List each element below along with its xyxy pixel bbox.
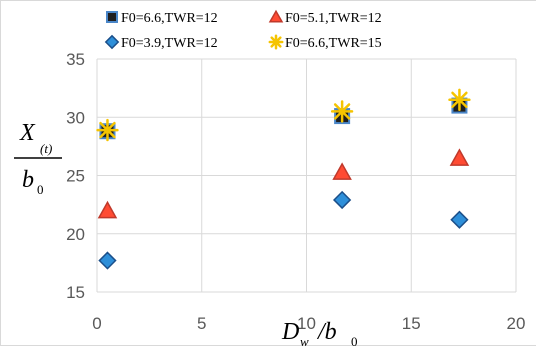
data-point [448,88,471,111]
legend-marker [106,11,118,23]
legend-label: F0=6.6,TWR=12 [121,11,218,26]
data-point [332,162,352,180]
x-tick-label: 20 [507,314,526,333]
y-label-numerator: X [19,120,36,146]
series-2 [97,148,470,219]
data-points [96,88,471,270]
legend-marker [268,9,284,23]
x-label-rest: /b [316,319,337,345]
y-tick-label: 20 [66,225,85,244]
data-point [97,200,118,219]
data-point [449,148,470,166]
x-label-main: D [281,319,299,345]
x-tick-label: 15 [402,314,421,333]
legend-entry: F0=5.1,TWR=12 [268,9,382,26]
x-tick-label: 10 [297,314,316,333]
series-4 [96,88,471,142]
data-point [96,118,119,142]
y-label-denominator-sub: 0 [37,182,44,197]
legend-entry: F0=6.6,TWR=12 [106,11,218,26]
legend: F0=6.6,TWR=12 F0=5.1,TWR=12 F0=3.9,TWR=12 F… [104,9,382,51]
x-axis-label: D w /b 0 [281,319,358,346]
x-tick-label: 5 [197,314,206,333]
y-label-denominator: b [22,167,34,193]
data-point [98,251,117,270]
x-tick-label: 0 [92,314,101,333]
legend-entry: F0=3.9,TWR=12 [104,34,218,51]
y-tick-label: 15 [66,283,85,302]
y-tick-label: 30 [66,108,85,127]
legend-marker [268,34,284,50]
legend-label: F0=6.6,TWR=15 [285,36,382,51]
legend-label: F0=5.1,TWR=12 [285,11,382,26]
y-tick-label: 35 [66,50,85,69]
tick-labels: 15 20 25 30 35 0 5 10 15 20 [66,50,525,333]
legend-marker [104,34,120,50]
legend-entry: F0=6.6,TWR=15 [268,34,382,51]
legend-label: F0=3.9,TWR=12 [121,36,218,51]
data-point [450,210,469,229]
x-label-rest-sub: 0 [351,334,358,346]
series-3 [98,190,469,270]
x-label-sub: w [300,334,309,346]
y-tick-label: 25 [66,167,85,186]
y-label-numerator-sub: (t) [40,141,52,156]
y-axis-label: X (t) b 0 [14,120,62,197]
data-point [332,190,352,210]
grid-lines [96,58,517,293]
data-point [330,100,354,123]
